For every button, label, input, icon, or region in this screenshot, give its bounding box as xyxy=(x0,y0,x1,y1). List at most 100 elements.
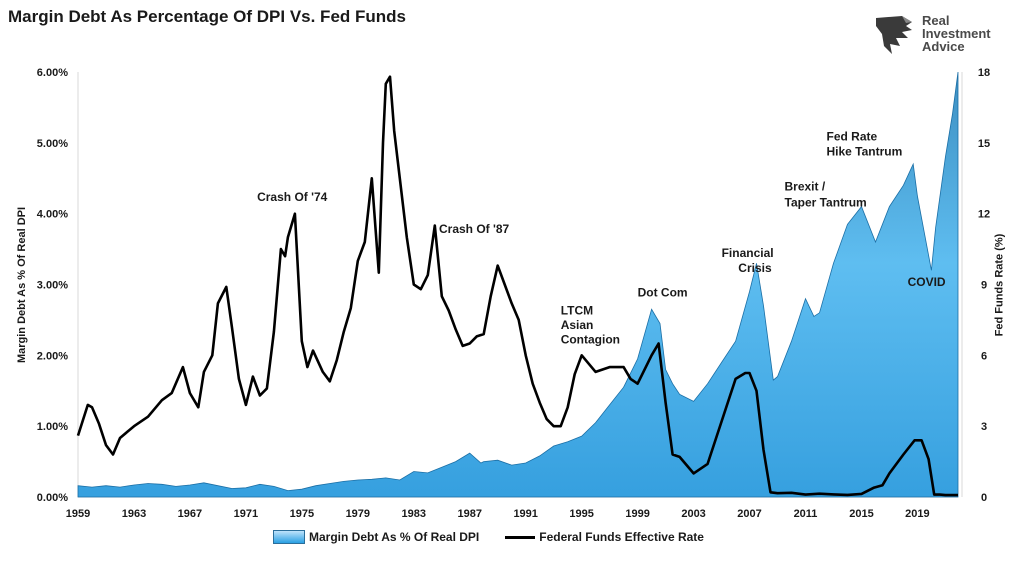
fed-funds-point xyxy=(364,241,365,242)
margin-debt-point xyxy=(497,460,498,461)
fed-funds-point xyxy=(567,407,568,408)
fed-funds-point xyxy=(721,421,722,422)
fed-funds-point xyxy=(945,495,946,496)
y-left-tick-label: 1.00% xyxy=(37,421,68,433)
fed-funds-point xyxy=(518,319,519,320)
fed-funds-point xyxy=(777,493,778,494)
fed-funds-point xyxy=(434,225,435,226)
fed-funds-point xyxy=(322,371,323,372)
fed-funds-point xyxy=(532,383,533,384)
fed-funds-point xyxy=(553,426,554,427)
margin-debt-point xyxy=(357,479,358,480)
fed-funds-point xyxy=(441,296,442,297)
margin-debt-point xyxy=(679,394,680,395)
logo-line-3: Advice xyxy=(922,39,965,54)
margin-debt-point xyxy=(480,462,481,463)
x-tick-label: 2019 xyxy=(905,508,929,520)
fed-funds-point xyxy=(693,473,694,474)
fed-funds-line xyxy=(76,75,958,497)
fed-funds-point xyxy=(770,492,771,493)
fed-funds-point xyxy=(847,494,848,495)
margin-debt-point xyxy=(773,380,774,381)
margin-debt-point xyxy=(441,467,442,468)
y-left-tick-label: 4.00% xyxy=(37,209,68,221)
fed-funds-point xyxy=(371,178,372,179)
margin-debt-point xyxy=(343,481,344,482)
x-tick-label: 1967 xyxy=(178,508,202,520)
margin-debt-point xyxy=(161,484,162,485)
fed-funds-point xyxy=(238,378,239,379)
fed-funds-point xyxy=(357,260,358,261)
margin-debt-point xyxy=(105,485,106,486)
annotation-label: Hike Tantrum xyxy=(827,145,903,159)
x-tick-label: 1995 xyxy=(569,508,593,520)
margin-debt-point xyxy=(119,487,120,488)
fed-funds-point xyxy=(469,343,470,344)
margin-debt-area xyxy=(77,71,959,498)
margin-debt-point xyxy=(329,483,330,484)
margin-debt-point xyxy=(259,484,260,485)
logo-line-2: Investment xyxy=(922,26,991,41)
margin-debt-point xyxy=(707,383,708,384)
fed-funds-line-group xyxy=(76,75,958,497)
fed-funds-point xyxy=(735,378,736,379)
x-tick-label: 1983 xyxy=(402,508,426,520)
margin-debt-point xyxy=(231,488,232,489)
fed-funds-point xyxy=(882,485,883,486)
margin-debt-point xyxy=(957,71,958,72)
fed-funds-point xyxy=(756,390,757,391)
fed-funds-point xyxy=(171,393,172,394)
fed-funds-point xyxy=(294,213,295,214)
x-tick-label: 1975 xyxy=(290,508,314,520)
fed-funds-point xyxy=(861,493,862,494)
fed-funds-point xyxy=(329,381,330,382)
fed-funds-point xyxy=(343,331,344,332)
margin-debt-point xyxy=(203,482,204,483)
fed-funds-point xyxy=(651,355,652,356)
fed-funds-point xyxy=(182,367,183,368)
margin-debt-point xyxy=(931,270,932,271)
fed-funds-point xyxy=(91,407,92,408)
margin-debt-point xyxy=(469,453,470,454)
margin-debt-point xyxy=(77,485,78,486)
y-left-tick-label: 3.00% xyxy=(37,280,68,292)
margin-debt-point xyxy=(413,471,414,472)
fed-funds-point xyxy=(581,355,582,356)
y-left-tick-label: 2.00% xyxy=(37,350,68,362)
margin-debt-point xyxy=(553,445,554,446)
fed-funds-point xyxy=(763,449,764,450)
fed-funds-point xyxy=(939,494,940,495)
margin-debt-point xyxy=(455,461,456,462)
margin-debt-point xyxy=(913,164,914,165)
fed-funds-point xyxy=(378,272,379,273)
x-tick-label: 2015 xyxy=(849,508,873,520)
fed-funds-point xyxy=(574,374,575,375)
margin-debt-point xyxy=(511,465,512,466)
y-axis-left-label: Margin Debt As % Of Real DPI xyxy=(16,206,29,364)
fed-funds-point xyxy=(413,284,414,285)
axes-group: 1959 1963 1967 1971 1975 1979 1983 1987 1991 1995… xyxy=(37,67,990,520)
fed-funds-point xyxy=(119,437,120,438)
fed-funds-point xyxy=(77,435,78,436)
fed-funds-point xyxy=(595,371,596,372)
margin-debt-point xyxy=(301,489,302,490)
fed-funds-point xyxy=(273,331,274,332)
fed-funds-point xyxy=(212,355,213,356)
margin-debt-point xyxy=(833,263,834,264)
margin-debt-point xyxy=(623,387,624,388)
y-right-tick-label: 3 xyxy=(981,421,987,433)
annotation-label: Crash Of '87 xyxy=(439,222,510,236)
margin-debt-point xyxy=(813,316,814,317)
fed-funds-point xyxy=(112,454,113,455)
y-axis-right-label: Fed Funds Rate (%) xyxy=(992,233,1005,337)
x-tick-label: 2011 xyxy=(794,508,818,520)
x-tick-label: 1987 xyxy=(457,508,481,520)
margin-debt-point xyxy=(659,323,660,324)
annotation-label: Fed Rate xyxy=(827,130,878,144)
margin-debt-point xyxy=(651,309,652,310)
fed-funds-point xyxy=(672,454,673,455)
fed-funds-point xyxy=(312,350,313,351)
margin-debt-point xyxy=(805,298,806,299)
